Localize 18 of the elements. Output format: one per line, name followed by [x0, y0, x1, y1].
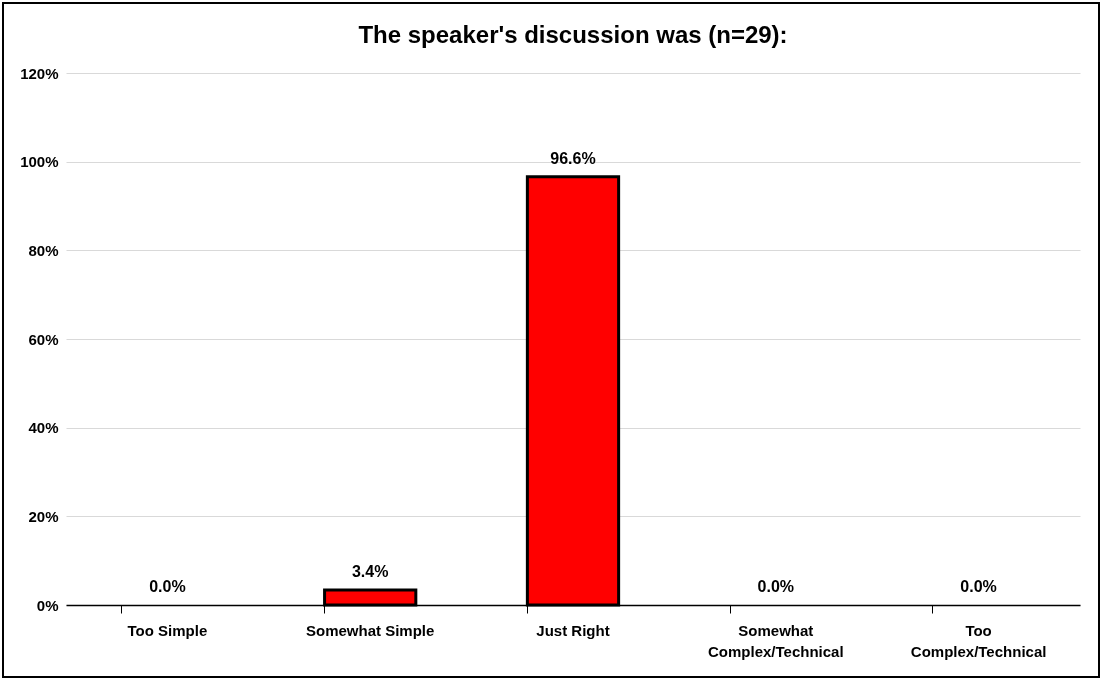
x-tick-label: Too Complex/Technical [910, 621, 1047, 660]
x-tick-label: Just Right [536, 621, 610, 639]
y-tick-label: 120% [20, 64, 59, 82]
chart-title: The speaker's discussion was (n=29): [358, 21, 788, 48]
y-tick-label: 20% [28, 507, 59, 525]
data-label: 3.4% [351, 562, 389, 580]
data-label: 0.0% [149, 578, 186, 595]
data-label: 96.6% [550, 149, 596, 167]
y-tick-label: 40% [28, 419, 59, 437]
x-tick-label: Too Simple [127, 621, 208, 639]
x-tick-label: Somewhat Complex/Technical [708, 621, 844, 660]
y-tick-label: 100% [20, 153, 59, 171]
x-tick-label: Somewhat Simple [306, 621, 435, 639]
data-label: 0.0% [757, 578, 795, 595]
y-tick-label: 80% [28, 241, 59, 259]
y-tick-label: 60% [28, 330, 59, 348]
data-label: 0.0% [960, 578, 997, 595]
y-tick-label: 0% [36, 596, 59, 614]
